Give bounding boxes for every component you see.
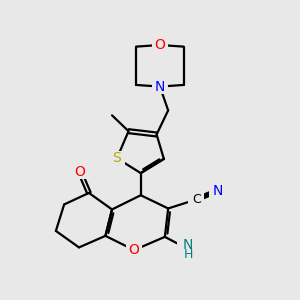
Text: N: N bbox=[212, 184, 223, 198]
Text: H: H bbox=[183, 248, 193, 260]
Text: O: O bbox=[154, 38, 165, 52]
Text: N: N bbox=[183, 238, 193, 252]
Text: C: C bbox=[192, 193, 201, 206]
Bar bbox=[188, 192, 205, 207]
Text: O: O bbox=[129, 243, 140, 257]
Bar bbox=[126, 243, 142, 257]
Bar bbox=[152, 79, 168, 94]
Bar bbox=[152, 38, 168, 52]
Bar bbox=[72, 165, 88, 179]
Bar bbox=[209, 183, 226, 198]
Text: N: N bbox=[155, 80, 165, 94]
Text: S: S bbox=[112, 151, 122, 165]
Bar bbox=[177, 236, 199, 262]
Text: O: O bbox=[75, 165, 86, 179]
Bar bbox=[109, 151, 125, 166]
